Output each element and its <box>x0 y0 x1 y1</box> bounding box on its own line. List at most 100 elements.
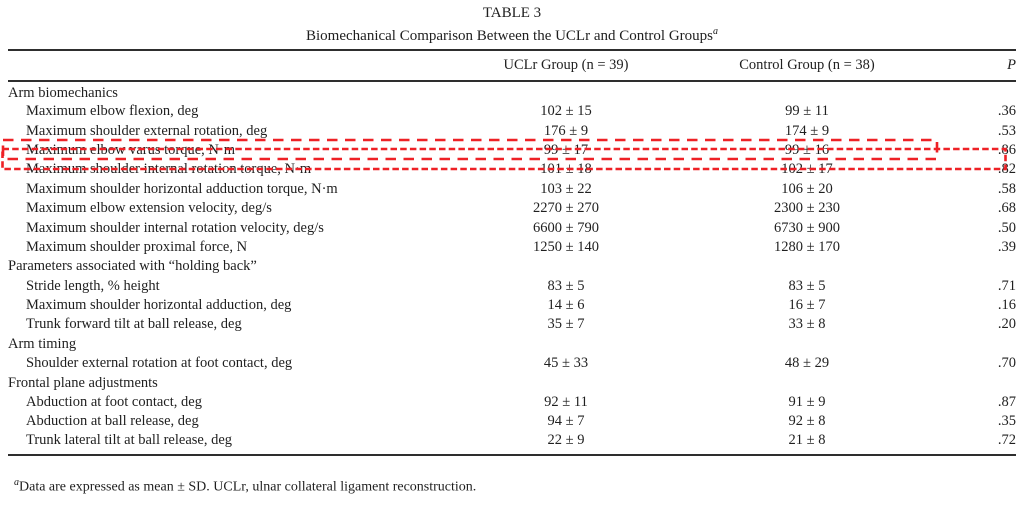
uclr-cell: 35 ± 7 <box>547 316 585 333</box>
table-row-abduction-foot-contact: Abduction at foot contact, deg 92 ± 11 9… <box>8 393 1016 412</box>
p-cell: .36 <box>997 103 1016 120</box>
row-label: Maximum shoulder horizontal adduction, d… <box>26 297 292 314</box>
table-row-shoulder-internal-rotation-velocity: Maximum shoulder internal rotation veloc… <box>8 218 1016 237</box>
p-cell: .35 <box>997 413 1016 430</box>
p-cell: .71 <box>997 277 1016 294</box>
section-row-arm-timing: Arm timing <box>8 335 1016 354</box>
table-row-shoulder-horizontal-adduction-torque: Maximum shoulder horizontal adduction to… <box>8 180 1016 199</box>
header-control-group: Control Group (n = 38) <box>739 57 875 73</box>
table-row-shoulder-er-foot-contact: Shoulder external rotation at foot conta… <box>8 354 1016 373</box>
control-cell: 1280 ± 170 <box>774 238 840 255</box>
header-uclr-group: UCLr Group (n = 39) <box>503 57 629 73</box>
p-cell: .16 <box>997 297 1016 314</box>
uclr-cell: 83 ± 5 <box>547 277 585 294</box>
control-cell: 99 ± 16 <box>784 141 830 158</box>
table-row-shoulder-horizontal-adduction: Maximum shoulder horizontal adduction, d… <box>8 296 1016 315</box>
row-label: Maximum shoulder internal rotation veloc… <box>26 219 324 236</box>
section-label: Parameters associated with “holding back… <box>8 258 257 275</box>
row-label: Shoulder external rotation at foot conta… <box>26 355 293 372</box>
row-label: Maximum elbow flexion, deg <box>26 103 199 120</box>
uclr-cell: 94 ± 7 <box>547 413 585 430</box>
section-row-holding-back: Parameters associated with “holding back… <box>8 257 1016 276</box>
uclr-cell: 22 ± 9 <box>547 431 585 448</box>
p-cell <box>902 81 1016 102</box>
table-row-elbow-varus-torque: Maximum elbow varus torque, N·m 99 ± 17 … <box>8 141 1016 160</box>
table-caption: Biomechanical Comparison Between the UCL… <box>0 23 1024 45</box>
uclr-cell: 176 ± 9 <box>543 122 589 139</box>
p-cell <box>902 373 1016 392</box>
control-cell: 99 ± 11 <box>785 103 829 120</box>
control-cell: 33 ± 8 <box>788 316 826 333</box>
control-cell: 102 ± 17 <box>781 161 833 178</box>
uclr-cell: 45 ± 33 <box>543 355 589 372</box>
control-cell: 92 ± 8 <box>788 413 826 430</box>
row-label: Maximum shoulder external rotation, deg <box>26 122 268 139</box>
uclr-cell <box>420 335 712 354</box>
p-cell <box>902 257 1016 276</box>
p-cell: .68 <box>997 200 1016 217</box>
table-footnote: aData are expressed as mean ± SD. UCLr, … <box>14 477 476 496</box>
control-cell: 48 ± 29 <box>784 355 830 372</box>
table-header: UCLr Group (n = 39) Control Group (n = 3… <box>8 50 1016 81</box>
table-row-elbow-extension-velocity: Maximum elbow extension velocity, deg/s … <box>8 199 1016 218</box>
control-cell <box>712 81 902 102</box>
p-cell: .82 <box>997 161 1016 178</box>
control-cell: 21 ± 8 <box>788 431 826 448</box>
p-cell <box>902 335 1016 354</box>
row-label: Maximum shoulder proximal force, N <box>26 238 248 255</box>
row-label: Maximum elbow extension velocity, deg/s <box>26 200 272 217</box>
control-cell <box>712 335 902 354</box>
p-cell: .86 <box>997 141 1016 158</box>
table-row-shoulder-internal-rotation-torque: Maximum shoulder internal rotation torqu… <box>8 160 1016 179</box>
table-row-abduction-ball-release: Abduction at ball release, deg 94 ± 7 92… <box>8 412 1016 431</box>
control-cell <box>712 257 902 276</box>
section-row-arm-biomechanics: Arm biomechanics <box>8 81 1016 102</box>
row-label: Trunk forward tilt at ball release, deg <box>26 316 242 333</box>
caption-footnote-marker: a <box>713 26 718 37</box>
footnote-marker: a <box>14 477 19 488</box>
uclr-cell: 1250 ± 140 <box>533 238 599 255</box>
table-row-shoulder-proximal-force: Maximum shoulder proximal force, N 1250 … <box>8 238 1016 257</box>
p-cell: .70 <box>997 355 1016 372</box>
p-cell: .50 <box>997 219 1016 236</box>
footnote-text: Data are expressed as mean ± SD. UCLr, u… <box>19 479 477 495</box>
header-p-value: P <box>1007 57 1016 73</box>
p-cell: .53 <box>997 122 1016 139</box>
uclr-cell <box>420 373 712 392</box>
uclr-cell: 92 ± 11 <box>544 394 588 411</box>
row-label: Trunk lateral tilt at ball release, deg <box>26 431 233 448</box>
control-cell <box>712 373 902 392</box>
p-cell: .87 <box>997 394 1016 411</box>
uclr-cell <box>420 81 712 102</box>
control-cell: 16 ± 7 <box>788 297 826 314</box>
uclr-cell: 102 ± 15 <box>540 103 592 120</box>
p-cell: .58 <box>997 180 1016 197</box>
control-cell: 6730 ± 900 <box>774 219 840 236</box>
section-label: Frontal plane adjustments <box>8 374 158 391</box>
table-caption-text: Biomechanical Comparison Between the UCL… <box>306 28 713 44</box>
p-cell: .20 <box>997 316 1016 333</box>
row-label: Abduction at ball release, deg <box>26 413 199 430</box>
uclr-cell: 101 ± 18 <box>540 161 592 178</box>
uclr-cell: 14 ± 6 <box>547 297 585 314</box>
uclr-cell: 103 ± 22 <box>540 180 592 197</box>
table-row-trunk-forward-tilt: Trunk forward tilt at ball release, deg … <box>8 315 1016 334</box>
section-row-frontal-plane: Frontal plane adjustments <box>8 373 1016 392</box>
control-cell: 91 ± 9 <box>788 394 826 411</box>
biomechanics-table: UCLr Group (n = 39) Control Group (n = 3… <box>8 49 1016 456</box>
uclr-cell: 6600 ± 790 <box>533 219 599 236</box>
table-row-stride-length: Stride length, % height 83 ± 5 83 ± 5 .7… <box>8 277 1016 296</box>
p-cell: .39 <box>997 238 1016 255</box>
header-row: UCLr Group (n = 39) Control Group (n = 3… <box>8 50 1016 81</box>
table-row-shoulder-external-rotation: Maximum shoulder external rotation, deg … <box>8 121 1016 140</box>
section-label: Arm biomechanics <box>8 85 118 101</box>
control-cell: 2300 ± 230 <box>774 200 840 217</box>
row-label: Abduction at foot contact, deg <box>26 394 202 411</box>
row-label: Maximum shoulder horizontal adduction to… <box>26 180 338 197</box>
section-label: Arm timing <box>8 335 77 352</box>
control-cell: 106 ± 20 <box>781 180 833 197</box>
p-cell: .72 <box>997 431 1016 448</box>
control-cell: 174 ± 9 <box>784 122 830 139</box>
table-row-elbow-flexion: Maximum elbow flexion, deg 102 ± 15 99 ±… <box>8 102 1016 121</box>
